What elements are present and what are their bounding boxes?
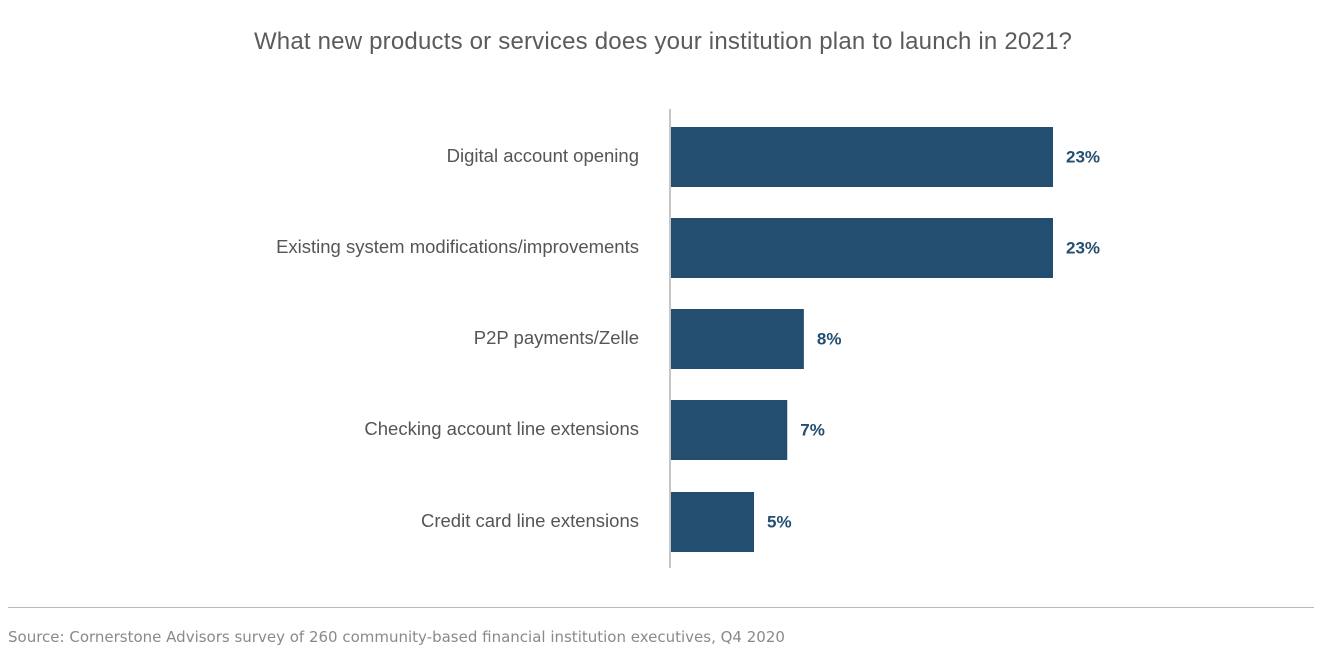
bar-4 bbox=[671, 492, 755, 552]
value-label: 8% bbox=[817, 329, 842, 348]
bar-1 bbox=[671, 218, 1053, 278]
category-label: Existing system modifications/improvemen… bbox=[276, 236, 639, 257]
value-label: 23% bbox=[1066, 147, 1100, 166]
bars-group: Digital account opening 23% Existing syste… bbox=[276, 127, 1100, 552]
bar-2 bbox=[671, 309, 804, 369]
bar-0 bbox=[671, 127, 1053, 187]
category-label: Checking account line extensions bbox=[364, 418, 639, 439]
bar-3 bbox=[671, 400, 788, 460]
category-label: Credit card line extensions bbox=[421, 510, 639, 531]
footer-divider bbox=[8, 607, 1314, 608]
bar-chart: Digital account opening 23% Existing syste… bbox=[276, 109, 1100, 568]
category-label: Digital account opening bbox=[447, 145, 639, 166]
chart-title: What new products or services does your … bbox=[253, 28, 1073, 55]
category-label: P2P payments/Zelle bbox=[474, 327, 639, 348]
value-label: 5% bbox=[767, 512, 792, 531]
value-label: 7% bbox=[800, 420, 825, 439]
source-note: Source: Cornerstone Advisors survey of 2… bbox=[8, 628, 785, 646]
value-label: 23% bbox=[1066, 238, 1100, 257]
